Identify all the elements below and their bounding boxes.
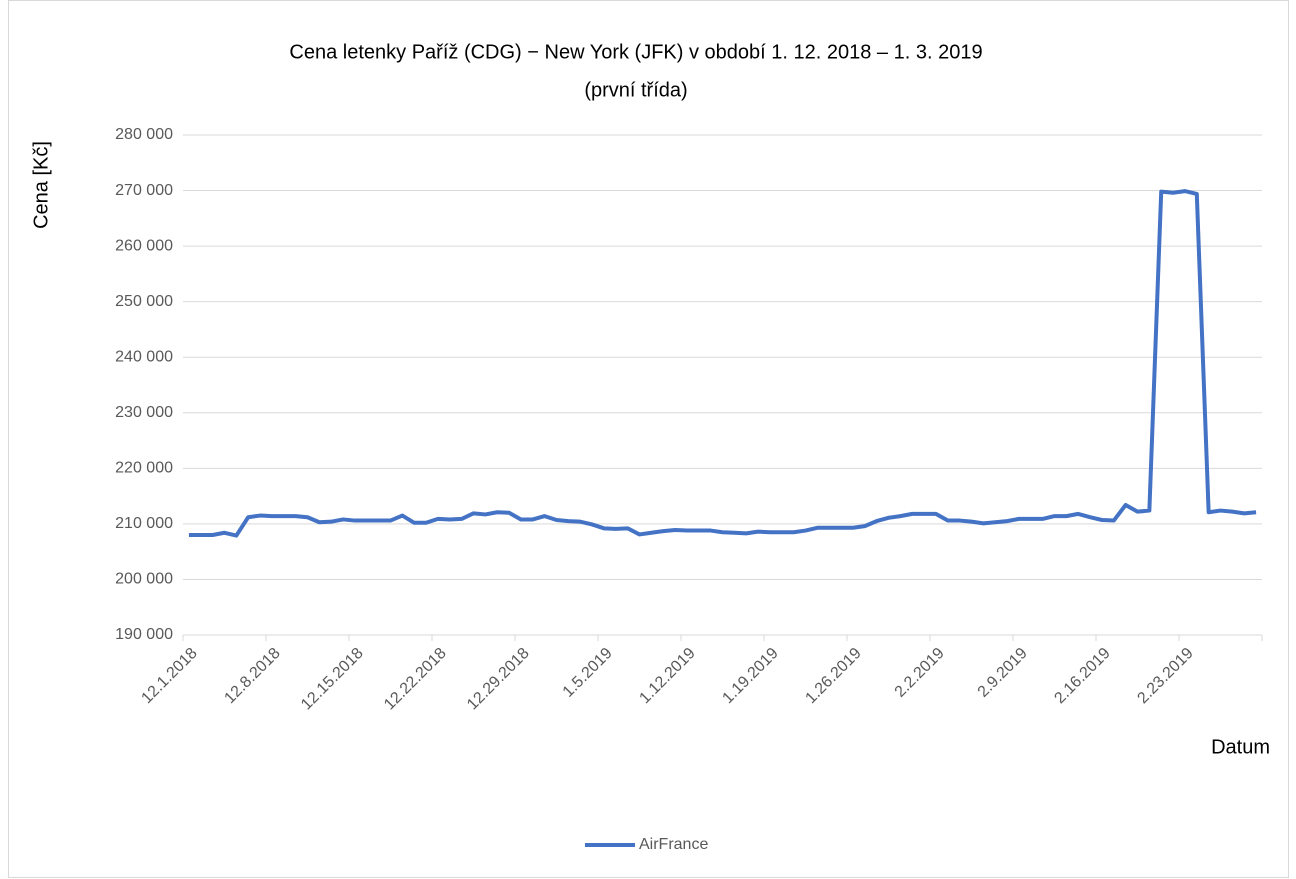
y-tick-label: 270 000: [115, 182, 173, 199]
y-tick-label: 230 000: [115, 404, 173, 421]
chart-title: Cena letenky Paříž (CDG) − New York (JFK…: [289, 41, 982, 63]
y-tick-label: 210 000: [115, 515, 173, 532]
y-tick-label: 190 000: [115, 626, 173, 643]
legend-label: AirFrance: [639, 836, 708, 853]
chart-border: [8, 0, 1289, 878]
y-tick-label: 220 000: [115, 460, 173, 477]
y-tick-label: 260 000: [115, 237, 173, 254]
y-tick-label: 280 000: [115, 126, 173, 143]
y-tick-label: 250 000: [115, 293, 173, 310]
y-tick-label: 200 000: [115, 571, 173, 588]
y-tick-label: 240 000: [115, 348, 173, 365]
y-axis-label: Cena [Kč]: [30, 141, 52, 229]
x-axis-label: Datum: [1211, 736, 1270, 758]
chart-title: (první třída): [584, 79, 687, 101]
data-line: [188, 189, 1257, 538]
